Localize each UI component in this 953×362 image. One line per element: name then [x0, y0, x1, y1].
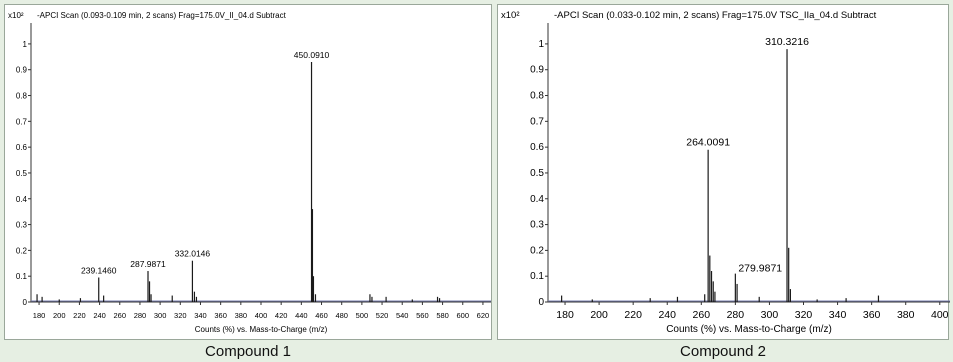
x-tick-label: 360 — [214, 311, 227, 320]
x-tick-label: 380 — [235, 311, 248, 320]
y-tick-label: 0 — [538, 297, 544, 308]
x-tick-label: 180 — [556, 309, 574, 321]
peak-label: 450.0910 — [294, 50, 330, 60]
peak-label: 287.9871 — [130, 259, 166, 269]
peak-label: 310.3216 — [765, 36, 809, 48]
x-tick-label: 200 — [53, 311, 66, 320]
x-tick-label: 220 — [624, 309, 642, 321]
y-tick-label: 0.5 — [16, 169, 28, 178]
x-tick-label: 600 — [456, 311, 469, 320]
x-tick-label: 200 — [590, 309, 608, 321]
x-tick-label: 340 — [829, 309, 847, 321]
y-tick-label: 0.7 — [16, 117, 28, 126]
scale-label: x10² — [501, 10, 519, 21]
mass-spectrum-chart-2: x10² -APCI Scan (0.033-0.102 min, 2 scans… — [501, 10, 950, 335]
y-tick-label: 0.4 — [530, 194, 544, 205]
scale-label: x10² — [8, 11, 24, 20]
x-tick-label: 500 — [356, 311, 369, 320]
x-tick-label: 480 — [335, 311, 348, 320]
x-tick-label: 180 — [33, 311, 46, 320]
x-tick-label: 340 — [194, 311, 207, 320]
y-tick-label: 1 — [538, 39, 544, 50]
y-tick-label: 0.8 — [530, 91, 544, 102]
x-tick-label: 320 — [795, 309, 813, 321]
x-tick-label: 300 — [761, 309, 779, 321]
x-axis-label: Counts (%) vs. Mass-to-Charge (m/z) — [195, 325, 328, 334]
peak-label: 239.1460 — [81, 265, 117, 275]
x-tick-label: 260 — [114, 311, 127, 320]
peak-label: 332.0146 — [175, 249, 211, 259]
y-tick-label: 0.9 — [16, 66, 28, 75]
spectrum-title: -APCI Scan (0.093-0.109 min, 2 scans) Fr… — [37, 11, 287, 20]
spectrum-panel-compound-2: x10² -APCI Scan (0.033-0.102 min, 2 scans… — [497, 4, 950, 340]
x-tick-label: 580 — [436, 311, 449, 320]
y-tick-label: 0.3 — [16, 221, 28, 230]
y-tick-label: 0 — [23, 298, 28, 307]
x-tick-label: 240 — [658, 309, 676, 321]
spectrum-title: -APCI Scan (0.033-0.102 min, 2 scans) Fr… — [554, 10, 877, 21]
x-tick-label: 240 — [93, 311, 106, 320]
caption-compound-2: Compound 2 — [680, 343, 766, 360]
peak-label: 264.0091 — [686, 137, 730, 149]
x-tick-label: 440 — [295, 311, 308, 320]
x-tick-label: 280 — [727, 309, 745, 321]
y-tick-label: 0.2 — [16, 246, 28, 255]
y-tick-label: 0.1 — [16, 272, 28, 281]
x-axis-label: Counts (%) vs. Mass-to-Charge (m/z) — [666, 324, 832, 335]
y-tick-label: 0.9 — [530, 65, 544, 76]
y-tick-label: 0.1 — [530, 271, 544, 282]
x-tick-label: 300 — [154, 311, 167, 320]
y-tick-label: 0.7 — [530, 116, 544, 127]
x-tick-label: 220 — [73, 311, 86, 320]
x-tick-label: 260 — [693, 309, 711, 321]
y-tick-label: 0.6 — [16, 143, 28, 152]
y-tick-label: 1 — [23, 40, 28, 49]
x-tick-label: 540 — [396, 311, 409, 320]
y-tick-label: 0.8 — [16, 92, 28, 101]
x-tick-label: 360 — [863, 309, 881, 321]
y-tick-label: 0.4 — [16, 195, 28, 204]
mass-spectrum-chart-1: x10² -APCI Scan (0.093-0.109 min, 2 scans… — [8, 11, 491, 334]
x-tick-label: 320 — [174, 311, 187, 320]
x-tick-label: 520 — [376, 311, 389, 320]
x-tick-label: 380 — [897, 309, 915, 321]
x-tick-label: 460 — [315, 311, 328, 320]
spectrum-panel-compound-1: x10² -APCI Scan (0.093-0.109 min, 2 scans… — [4, 4, 492, 340]
y-tick-label: 0.3 — [530, 220, 544, 231]
x-tick-label: 560 — [416, 311, 429, 320]
x-tick-label: 620 — [477, 311, 490, 320]
y-tick-label: 0.6 — [530, 142, 544, 153]
x-tick-label: 400 — [255, 311, 268, 320]
peak-label: 279.9871 — [738, 263, 782, 275]
caption-compound-1: Compound 1 — [205, 343, 291, 360]
y-tick-label: 0.2 — [530, 245, 544, 256]
x-tick-label: 280 — [134, 311, 147, 320]
x-tick-label: 420 — [275, 311, 288, 320]
x-tick-label: 400 — [931, 309, 949, 321]
y-tick-label: 0.5 — [530, 168, 544, 179]
